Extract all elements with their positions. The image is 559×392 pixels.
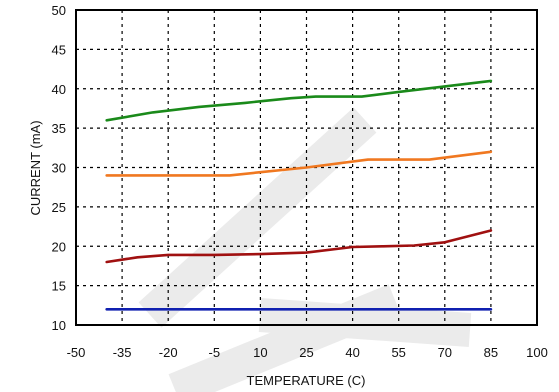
watermark	[138, 107, 472, 392]
x-tick-label: 55	[391, 345, 405, 360]
series-lines	[105, 79, 493, 311]
y-tick-label: 30	[52, 161, 66, 176]
x-tick-label: -5	[209, 345, 221, 360]
x-axis-title: TEMPERATURE (C)	[247, 373, 366, 388]
watermark-stroke	[138, 107, 377, 328]
series-line-3	[105, 229, 493, 264]
y-tick-label: 15	[52, 279, 66, 294]
series-line-2	[105, 150, 493, 177]
y-tick-label: 45	[52, 42, 66, 57]
x-tick-label: 100	[526, 345, 548, 360]
y-tick-label: 25	[52, 200, 66, 215]
y-tick-label: 40	[52, 82, 66, 97]
x-tick-label: 25	[299, 345, 313, 360]
x-tick-label: -50	[67, 345, 86, 360]
x-tick-label: 70	[438, 345, 452, 360]
y-tick-label: 10	[52, 318, 66, 333]
y-tick-labels: 10 15 20 25 30 35 40 45 50	[52, 3, 66, 333]
x-tick-label: -20	[159, 345, 178, 360]
y-tick-label: 35	[52, 121, 66, 136]
x-tick-label: 40	[345, 345, 359, 360]
plot-frame	[75, 9, 538, 326]
y-tick-label: 50	[52, 3, 66, 18]
x-tick-labels: -50 -35 -20 -5 10 25 40 55 70 85 100	[67, 345, 548, 360]
watermark-stroke	[168, 284, 402, 392]
x-tick-label: -35	[113, 345, 132, 360]
x-tick-label: 10	[253, 345, 267, 360]
y-axis-title: CURRENT (mA)	[28, 120, 43, 215]
y-tick-label: 20	[52, 239, 66, 254]
x-tick-label: 85	[484, 345, 498, 360]
series-line-1	[105, 79, 493, 122]
